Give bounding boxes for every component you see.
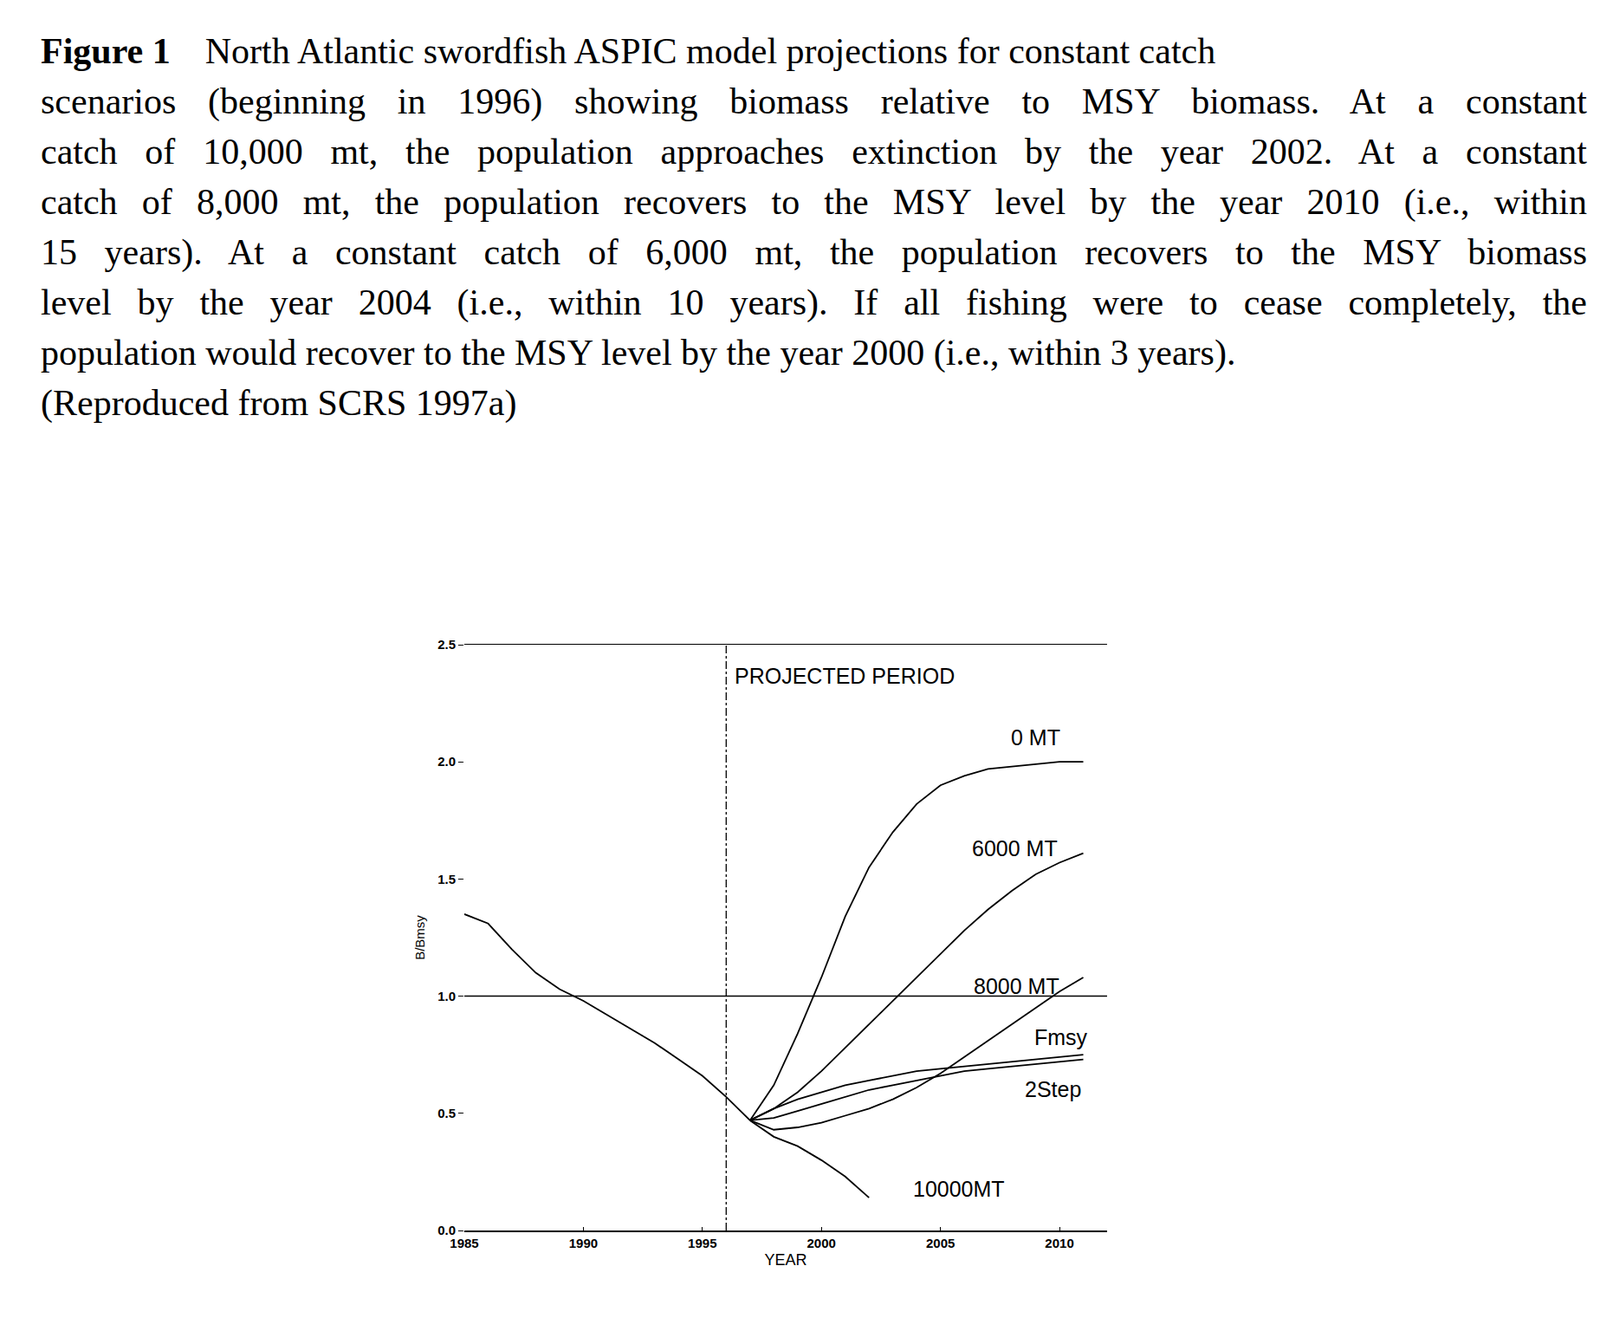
svg-text:0.5: 0.5 [437,1105,456,1121]
html-text:(Reproduced from SCRS 1997a): (Reproduced from SCRS 1997a) [40,382,517,423]
svg-text:10000MT: 10000MT [913,1176,1005,1201]
svg-text:0 MT: 0 MT [1010,725,1061,750]
html-text:15 years). At a constant catch: 15 years). At a constant catch of 6,000 … [40,232,1588,273]
svg-text:1.0: 1.0 [437,988,456,1004]
svg-text:6000 MT: 6000 MT [971,835,1058,861]
html-text:population would recover to th: population would recover to the MSY leve… [40,332,1236,373]
html-text:North Atlantic swordfish ASPIC: North Atlantic swordfish ASPIC model pro… [205,31,1216,72]
html-text:catch of 8,000 mt, the populat: catch of 8,000 mt, the population recove… [40,181,1588,222]
html-text:catch of 10,000 mt, the popula: catch of 10,000 mt, the population appro… [40,131,1588,172]
svg-text:1985: 1985 [449,1235,479,1251]
svg-text:Fmsy: Fmsy [1034,1024,1089,1050]
html-text:level by the year 2004 (i.e.,: level by the year 2004 (i.e., within 10 … [40,282,1588,323]
svg-text:2005: 2005 [926,1235,955,1251]
svg-text:2000: 2000 [807,1235,836,1251]
svg-text:YEAR: YEAR [764,1250,807,1269]
svg-text:0.0: 0.0 [437,1222,456,1238]
svg-text:1995: 1995 [687,1235,717,1251]
svg-text:B/Bmsy: B/Bmsy [412,914,428,960]
svg-text:8000 MT: 8000 MT [973,973,1060,998]
svg-text:2Step: 2Step [1024,1076,1082,1102]
html-text:Figure 1: Figure 1 [40,31,171,72]
svg-text:1990: 1990 [569,1235,598,1251]
svg-text:2.5: 2.5 [437,636,456,652]
html-text:scenarios (beginning in 1996): scenarios (beginning in 1996) showing bi… [40,81,1588,122]
svg-text:2010: 2010 [1044,1235,1074,1251]
svg-text:PROJECTED PERIOD: PROJECTED PERIOD [734,663,955,688]
svg-text:1.5: 1.5 [437,871,456,887]
svg-text:2.0: 2.0 [437,753,456,769]
